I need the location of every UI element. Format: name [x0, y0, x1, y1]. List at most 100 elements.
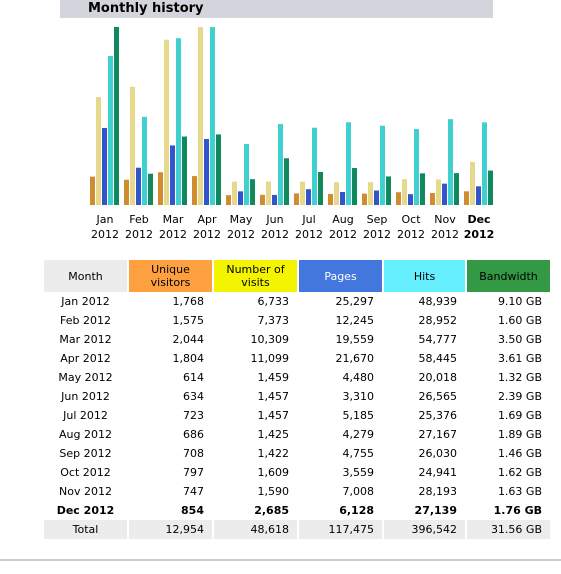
bar [198, 27, 203, 205]
column-header: Number of visits [214, 260, 297, 292]
bar [312, 127, 317, 205]
total-row: Total 12,954 48,618 117,475 396,542 31.56 GB [44, 520, 550, 539]
bar [414, 129, 419, 205]
total-cell: 12,954 [129, 520, 212, 539]
month-cell: Nov 2012 [59, 485, 112, 498]
value-cell: 25,376 [418, 409, 458, 422]
month-cell: May 2012 [58, 371, 113, 384]
bar [124, 179, 129, 205]
value-cell: 614 [183, 371, 204, 384]
month-cell: Jul 2012 [63, 409, 108, 422]
value-cell: 3.61 GB [497, 352, 542, 365]
value-cell: 24,941 [418, 466, 458, 479]
bar [90, 176, 95, 205]
x-tick-label: Nov 2012 [431, 213, 459, 241]
value-cell: 6,733 [257, 295, 290, 308]
bar [114, 27, 119, 205]
bar [380, 125, 385, 205]
value-cell: 54,777 [418, 333, 458, 346]
bar [328, 193, 333, 205]
bar [396, 192, 401, 205]
x-tick-label: May 2012 [227, 213, 255, 241]
bar [108, 55, 113, 205]
month-cell: Jun 2012 [61, 390, 110, 403]
month-cell: Apr 2012 [60, 352, 111, 365]
value-cell: 2,685 [254, 504, 289, 517]
value-cell: 1.89 GB [497, 428, 542, 441]
table-row: Dec 2012 854 2,685 6,128 27,139 1.76 GB [44, 501, 550, 520]
value-cell: 2.39 GB [497, 390, 542, 403]
total-cell: 48,618 [214, 520, 297, 539]
value-cell: 20,018 [418, 371, 458, 384]
value-cell: 7,373 [257, 314, 290, 327]
value-cell: 1,457 [257, 390, 290, 403]
title: Monthly history [88, 1, 204, 16]
value-cell: 1,425 [257, 428, 290, 441]
bar [362, 193, 367, 205]
value-cell: 21,670 [335, 352, 375, 365]
month-cell: Oct 2012 [60, 466, 111, 479]
column-header: Hits [384, 260, 465, 292]
total-cell: 31.56 GB [467, 520, 550, 539]
bar [272, 194, 277, 205]
bar [136, 167, 141, 205]
table-row: Jun 2012 634 1,457 3,310 26,565 2.39 GB [44, 387, 550, 406]
value-cell: 10,309 [250, 333, 290, 346]
bar [294, 193, 299, 205]
value-cell: 3,310 [342, 390, 375, 403]
value-cell: 19,559 [335, 333, 375, 346]
bar [250, 179, 255, 205]
bottom-rule [0, 559, 561, 561]
value-cell: 1,590 [257, 485, 290, 498]
bar [430, 193, 435, 205]
value-cell: 28,952 [418, 314, 458, 327]
value-cell: 747 [183, 485, 204, 498]
bar [448, 119, 453, 205]
bar [238, 191, 243, 205]
column-header: Pages [299, 260, 382, 292]
column-header: Month [44, 260, 127, 292]
bar [210, 27, 215, 205]
x-tick-label: Dec 2012 [463, 213, 495, 241]
bar [454, 173, 459, 205]
value-cell: 1.69 GB [497, 409, 542, 422]
bar [368, 182, 373, 205]
table-row: Nov 2012 747 1,590 7,008 28,193 1.63 GB [44, 482, 550, 501]
bar [232, 181, 237, 205]
bar [158, 172, 163, 205]
bar [142, 116, 147, 205]
bar [284, 158, 289, 205]
value-cell: 1.60 GB [497, 314, 542, 327]
value-cell: 4,480 [342, 371, 375, 384]
table-row: Apr 2012 1,804 11,099 21,670 58,445 3.61 GB [44, 349, 550, 368]
bar [182, 136, 187, 205]
value-cell: 1.63 GB [497, 485, 542, 498]
bar [470, 161, 475, 205]
bar [374, 190, 379, 205]
bar [148, 173, 153, 205]
bar [386, 176, 391, 205]
bar [464, 191, 469, 205]
value-cell: 1,459 [257, 371, 290, 384]
bar [176, 38, 181, 206]
value-cell: 3.50 GB [497, 333, 542, 346]
bar [192, 176, 197, 205]
value-cell: 48,939 [418, 295, 458, 308]
value-cell: 686 [183, 428, 204, 441]
bar [340, 191, 345, 205]
value-cell: 1.46 GB [497, 447, 542, 460]
value-cell: 1,575 [172, 314, 205, 327]
value-cell: 1.32 GB [497, 371, 542, 384]
value-cell: 7,008 [342, 485, 375, 498]
value-cell: 26,030 [418, 447, 458, 460]
x-tick-label: Aug 2012 [329, 213, 357, 241]
x-tick-label: Jan 2012 [91, 213, 119, 241]
bar [306, 189, 311, 205]
value-cell: 4,755 [342, 447, 375, 460]
value-cell: 25,297 [335, 295, 375, 308]
month-cell: Feb 2012 [60, 314, 111, 327]
value-cell: 6,128 [339, 504, 374, 517]
value-cell: 1.62 GB [497, 466, 542, 479]
value-cell: 27,167 [418, 428, 458, 441]
